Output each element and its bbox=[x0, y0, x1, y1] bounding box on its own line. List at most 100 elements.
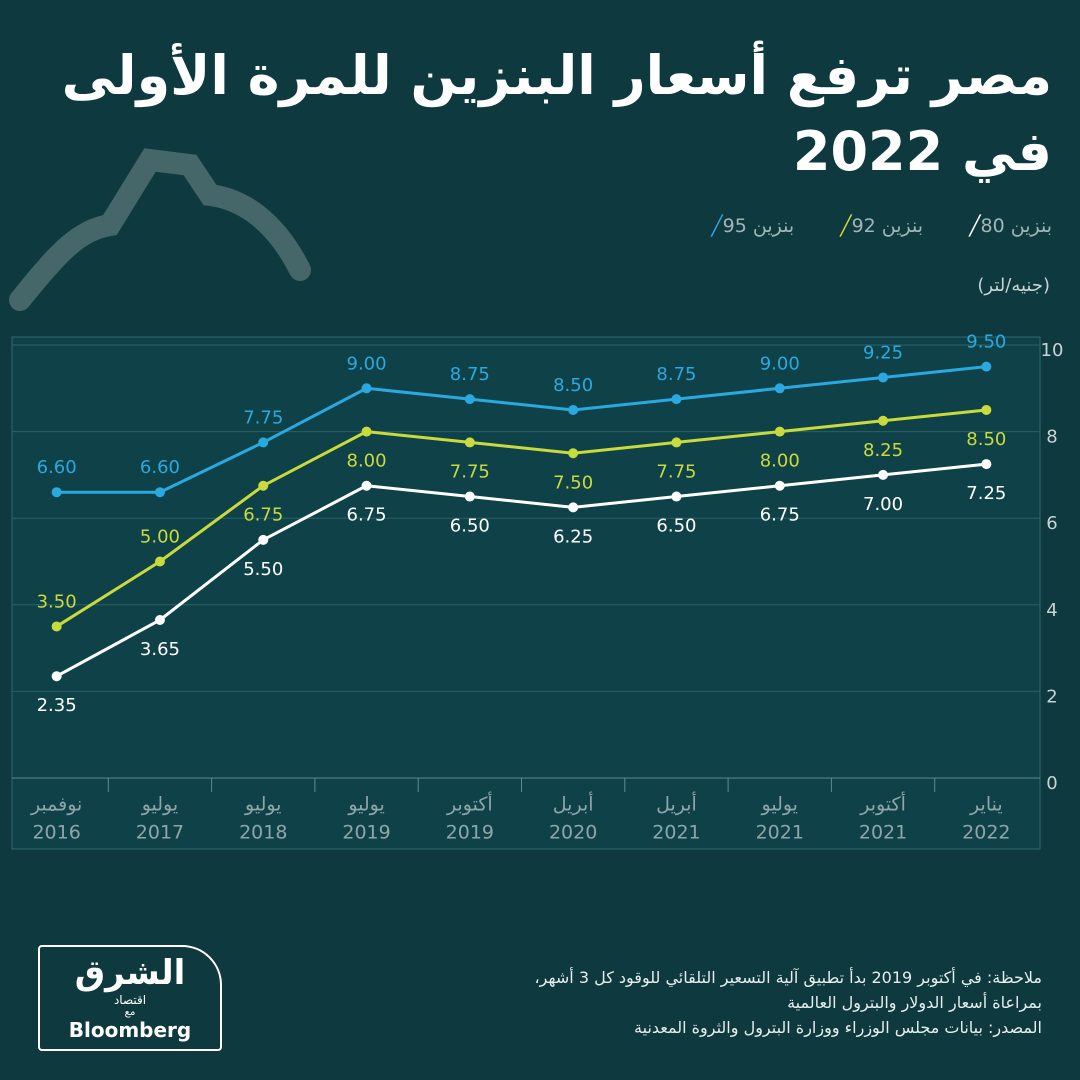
x-tick-label: 2021 bbox=[756, 822, 804, 844]
point bbox=[774, 426, 785, 437]
point bbox=[258, 480, 269, 491]
series-line bbox=[56, 365, 987, 494]
x-tick-label: أكتوبر bbox=[859, 792, 906, 816]
unit-label: (جنيه/لتر) bbox=[977, 275, 1050, 296]
point bbox=[361, 426, 372, 437]
y-tick-label: 2 bbox=[1046, 686, 1057, 707]
source: المصدر: بيانات مجلس الوزراء ووزارة البتر… bbox=[634, 1018, 1042, 1037]
y-tick-label: 6 bbox=[1046, 513, 1057, 534]
legend-swatch: ╱ bbox=[840, 215, 852, 237]
logo-sub: اقتصاد bbox=[113, 993, 147, 1007]
point bbox=[568, 448, 579, 459]
value-label: 8.00 bbox=[347, 451, 387, 472]
point bbox=[981, 361, 992, 372]
logo: الشرق اقتصاد مع Bloomberg bbox=[38, 945, 222, 1051]
point bbox=[154, 556, 165, 567]
point bbox=[878, 415, 889, 426]
point bbox=[51, 487, 62, 498]
value-label: 8.50 bbox=[553, 375, 593, 396]
chart-title: مصر ترفع أسعار البنزين للمرة الأولى في 2… bbox=[61, 44, 1052, 183]
legend-item: بنزين 92╱ bbox=[834, 215, 923, 237]
value-label: 7.25 bbox=[966, 483, 1006, 504]
value-label: 8.00 bbox=[760, 451, 800, 472]
value-label: 9.50 bbox=[966, 332, 1006, 353]
notes: ملاحظة: في أكتوبر 2019 بدأ تطبيق آلية ال… bbox=[342, 965, 1043, 1040]
value-label: 8.75 bbox=[656, 364, 696, 385]
value-label: 6.75 bbox=[347, 505, 387, 526]
value-label: 8.25 bbox=[863, 440, 903, 461]
value-label: 6.50 bbox=[656, 516, 696, 537]
legend-label: بنزين 80 bbox=[980, 215, 1052, 237]
x-tick-label: يوليو bbox=[244, 794, 281, 816]
y-tick-label: 10 bbox=[1041, 340, 1064, 361]
note: ملاحظة: في أكتوبر 2019 بدأ تطبيق آلية ال… bbox=[534, 968, 1043, 987]
point bbox=[981, 459, 992, 470]
x-tick-label: 2016 bbox=[32, 822, 80, 844]
legend-swatch: ╱ bbox=[711, 215, 723, 237]
x-tick-label: 2021 bbox=[652, 822, 700, 844]
value-label: 6.50 bbox=[450, 516, 490, 537]
value-label: 8.50 bbox=[966, 429, 1006, 450]
y-tick-label: 0 bbox=[1046, 773, 1057, 794]
legend-item: بنزين 95╱ bbox=[705, 215, 794, 237]
value-label: 7.00 bbox=[863, 494, 903, 515]
point bbox=[258, 534, 269, 545]
logo-with: مع bbox=[124, 1007, 136, 1018]
value-label: 3.65 bbox=[140, 639, 180, 660]
pump-nozzle bbox=[9, 148, 311, 311]
point bbox=[568, 404, 579, 415]
value-label: 7.50 bbox=[553, 472, 593, 493]
x-tick-label: 2019 bbox=[342, 822, 390, 844]
logo-brand: Bloomberg bbox=[68, 1018, 192, 1042]
point bbox=[464, 437, 475, 448]
value-label: 9.00 bbox=[760, 353, 800, 374]
x-tick-label: أبريل bbox=[656, 792, 697, 816]
legend-swatch: ╱ bbox=[969, 215, 981, 237]
value-label: 9.00 bbox=[347, 353, 387, 374]
point bbox=[154, 614, 165, 625]
point bbox=[774, 480, 785, 491]
value-label: 7.75 bbox=[450, 461, 490, 482]
value-label: 7.75 bbox=[656, 461, 696, 482]
point bbox=[361, 480, 372, 491]
value-label: 8.75 bbox=[450, 364, 490, 385]
point bbox=[671, 491, 682, 502]
value-label: 6.60 bbox=[140, 457, 180, 478]
point bbox=[671, 437, 682, 448]
value-label: 6.25 bbox=[553, 526, 593, 547]
x-tick-label: 2019 bbox=[446, 822, 494, 844]
legend: بنزين 80╱ بنزين 92╱ بنزين 95╱ bbox=[705, 215, 1052, 237]
logo-name: الشرق bbox=[74, 953, 186, 993]
point bbox=[981, 404, 992, 415]
legend-label: بنزين 95 bbox=[722, 215, 795, 237]
x-tick-label: يوليو bbox=[347, 794, 384, 816]
point bbox=[568, 502, 579, 513]
x-tick-label: نوفمبر bbox=[30, 794, 82, 816]
point bbox=[878, 372, 889, 383]
point bbox=[671, 394, 682, 405]
value-label: 9.25 bbox=[863, 342, 903, 363]
x-tick-label: يوليو bbox=[761, 794, 798, 816]
point bbox=[51, 671, 62, 682]
series-line bbox=[55, 408, 987, 628]
point bbox=[258, 437, 269, 448]
series-line bbox=[55, 462, 987, 678]
x-tick-label: يناير bbox=[969, 794, 1003, 816]
plot-panel bbox=[11, 336, 1041, 850]
point bbox=[464, 394, 475, 405]
x-tick-label: أكتوبر bbox=[446, 792, 493, 816]
value-label: 6.60 bbox=[37, 457, 77, 478]
x-tick-label: أبريل bbox=[553, 792, 594, 816]
y-tick-label: 4 bbox=[1046, 600, 1057, 621]
value-label: 7.75 bbox=[243, 407, 283, 428]
x-tick-label: 2020 bbox=[549, 822, 597, 844]
value-label: 6.75 bbox=[243, 505, 283, 526]
value-label: 3.50 bbox=[37, 591, 77, 612]
point bbox=[361, 383, 372, 394]
x-tick-label: 2021 bbox=[859, 822, 907, 844]
point bbox=[464, 491, 475, 502]
point bbox=[878, 469, 889, 480]
